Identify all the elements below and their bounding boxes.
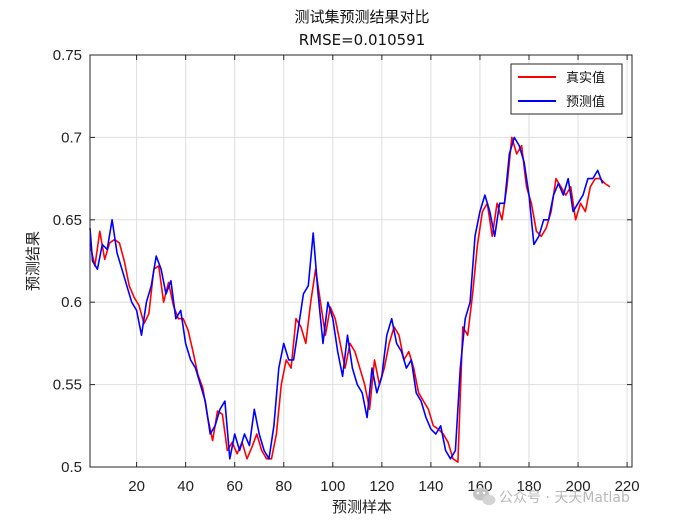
x-tick-label: 40 — [177, 478, 194, 495]
y-tick-label: 0.5 — [61, 459, 82, 476]
series-predicted-line — [89, 136, 604, 460]
plot-frame — [89, 54, 633, 468]
x-tick-label: 180 — [516, 478, 541, 495]
y-tick-label: 0.6 — [61, 294, 82, 311]
y-tick-label: 0.7 — [61, 129, 82, 146]
x-axis-label: 预测样本 — [332, 498, 392, 516]
series-group — [89, 136, 611, 463]
plot-area — [90, 55, 632, 467]
legend: 真实值 预测值 — [510, 63, 623, 115]
chart-title: 测试集预测结果对比 — [294, 8, 429, 26]
x-tick-label: 20 — [128, 478, 145, 495]
x-tick-label: 80 — [275, 478, 292, 495]
watermark-text: 公众号 · 天天Matlab — [499, 490, 630, 506]
x-tick-label: 200 — [566, 478, 591, 495]
x-tick-labels: 20 40 60 80 100 120 140 160 180 200 220 — [128, 478, 639, 495]
legend-box — [510, 63, 623, 115]
chart-subtitle: RMSE=0.010591 — [299, 31, 426, 49]
y-axis-label: 预测结果 — [24, 231, 42, 291]
x-tick-label: 60 — [226, 478, 243, 495]
x-tick-label: 120 — [369, 478, 394, 495]
legend-label-real: 真实值 — [566, 70, 605, 86]
y-tick-labels: 0.5 0.55 0.6 0.65 0.7 0.75 — [53, 47, 82, 476]
y-tick-label: 0.65 — [53, 212, 82, 229]
x-tick-label: 140 — [418, 478, 443, 495]
watermark: 公众号 · 天天Matlab — [473, 487, 630, 506]
x-tick-label: 100 — [320, 478, 345, 495]
y-tick-label: 0.55 — [53, 377, 82, 394]
y-tick-label: 0.75 — [53, 47, 82, 64]
legend-label-predicted: 预测值 — [566, 94, 605, 110]
wechat-icon — [473, 487, 496, 506]
x-tick-label: 220 — [615, 478, 640, 495]
